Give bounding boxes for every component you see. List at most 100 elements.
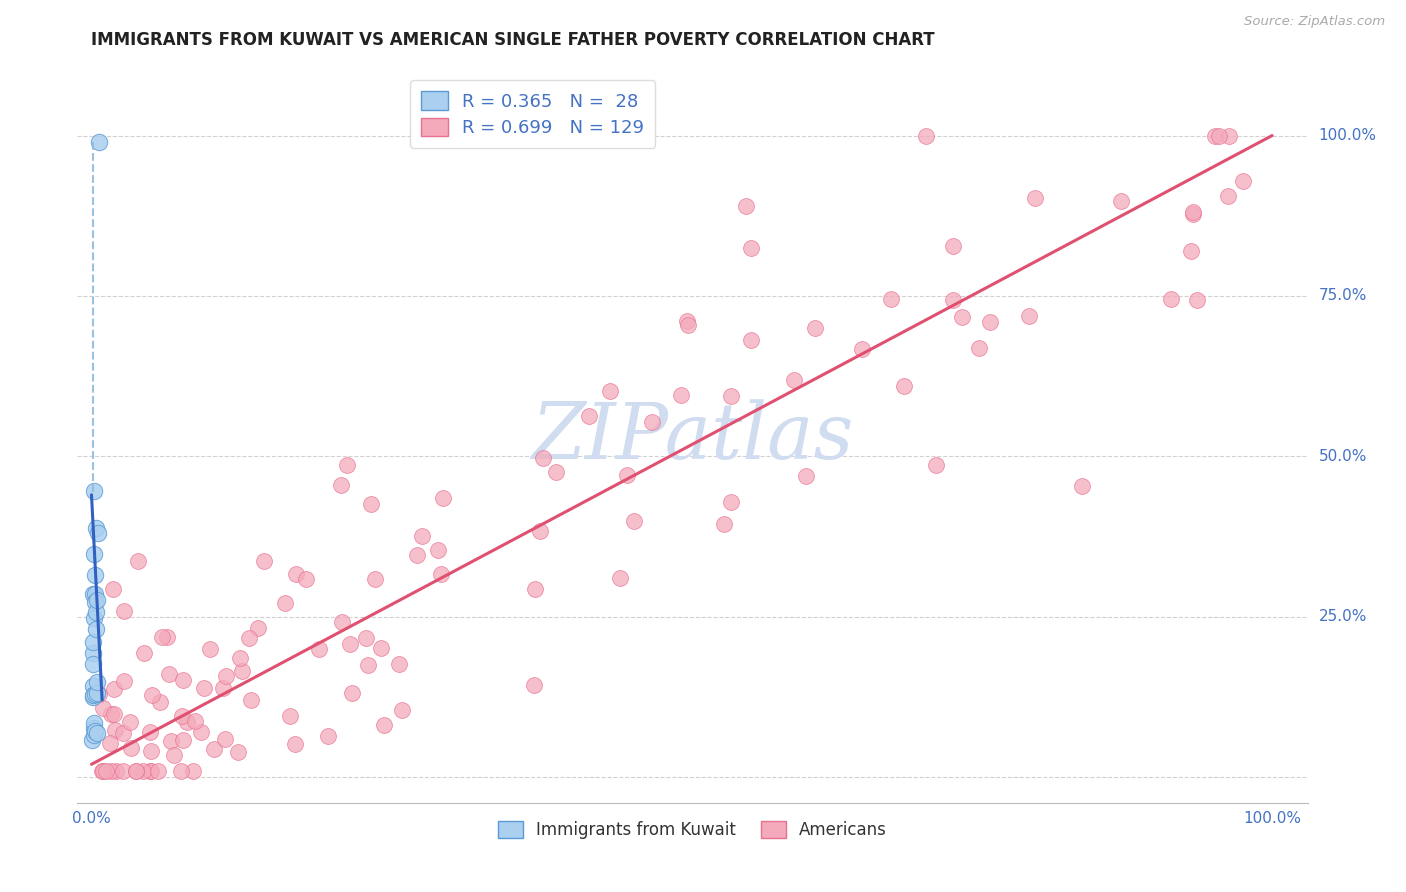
Point: [103, 682, 125, 697]
Point: [246, 621, 269, 635]
Point: [804, 321, 827, 335]
Point: [86, 593, 108, 607]
Point: [1185, 293, 1208, 307]
Point: [105, 764, 128, 778]
Point: [84, 595, 107, 609]
Point: [150, 630, 173, 644]
Point: [783, 373, 806, 387]
Point: [278, 709, 301, 723]
Point: [163, 747, 186, 762]
Point: [274, 596, 297, 610]
Point: [84, 622, 107, 636]
Point: [1024, 191, 1046, 205]
Point: [157, 667, 180, 681]
Point: [214, 732, 236, 747]
Point: [609, 571, 631, 585]
Point: [360, 498, 382, 512]
Point: [83, 610, 105, 624]
Legend: Immigrants from Kuwait, Americans: Immigrants from Kuwait, Americans: [491, 814, 894, 846]
Point: [284, 737, 307, 751]
Point: [112, 764, 135, 778]
Point: [146, 764, 169, 778]
Point: [329, 478, 352, 492]
Point: [669, 388, 692, 402]
Text: 75.0%: 75.0%: [1319, 288, 1367, 303]
Point: [524, 582, 547, 596]
Point: [82, 646, 104, 660]
Point: [86, 674, 108, 689]
Point: [388, 657, 411, 671]
Point: [83, 716, 105, 731]
Point: [529, 524, 551, 538]
Point: [82, 657, 104, 671]
Y-axis label: Single Father Poverty: Single Father Poverty: [0, 356, 7, 518]
Point: [342, 686, 364, 700]
Point: [1208, 128, 1230, 143]
Point: [426, 543, 449, 558]
Point: [91, 764, 114, 778]
Point: [86, 686, 108, 700]
Point: [1109, 194, 1132, 208]
Point: [193, 681, 215, 695]
Point: [411, 529, 433, 543]
Point: [82, 690, 104, 704]
Point: [120, 741, 142, 756]
Point: [914, 128, 936, 143]
Point: [226, 745, 249, 759]
Point: [713, 516, 735, 531]
Point: [141, 744, 163, 758]
Point: [84, 687, 107, 701]
Point: [616, 467, 638, 482]
Text: IMMIGRANTS FROM KUWAIT VS AMERICAN SINGLE FATHER POVERTY CORRELATION CHART: IMMIGRANTS FROM KUWAIT VS AMERICAN SINGL…: [91, 31, 935, 49]
Point: [578, 409, 600, 424]
Point: [1070, 479, 1092, 493]
Point: [391, 703, 413, 717]
Point: [83, 547, 105, 561]
Point: [676, 318, 699, 332]
Point: [172, 732, 194, 747]
Point: [1232, 174, 1254, 188]
Point: [103, 706, 125, 721]
Point: [284, 567, 307, 582]
Point: [240, 692, 263, 706]
Point: [176, 715, 198, 730]
Text: 25.0%: 25.0%: [1319, 609, 1367, 624]
Point: [432, 491, 454, 505]
Point: [132, 764, 155, 778]
Point: [82, 688, 104, 702]
Point: [83, 484, 105, 499]
Point: [623, 514, 645, 528]
Point: [82, 635, 104, 649]
Point: [357, 657, 380, 672]
Point: [373, 718, 395, 732]
Point: [925, 458, 948, 472]
Point: [893, 379, 915, 393]
Point: [82, 587, 104, 601]
Point: [94, 764, 117, 778]
Point: [253, 553, 276, 567]
Point: [212, 681, 235, 695]
Point: [231, 664, 253, 678]
Text: Source: ZipAtlas.com: Source: ZipAtlas.com: [1244, 15, 1385, 29]
Point: [880, 292, 903, 306]
Point: [740, 241, 762, 255]
Point: [83, 721, 105, 735]
Point: [132, 646, 155, 660]
Point: [112, 674, 135, 689]
Point: [430, 567, 453, 582]
Point: [1204, 128, 1226, 143]
Point: [139, 764, 162, 778]
Point: [141, 688, 163, 702]
Point: [1160, 293, 1182, 307]
Point: [118, 715, 141, 730]
Point: [82, 733, 104, 747]
Point: [363, 573, 385, 587]
Point: [316, 729, 339, 743]
Point: [139, 725, 162, 739]
Point: [641, 415, 664, 429]
Point: [112, 604, 135, 618]
Point: [522, 678, 544, 692]
Text: 50.0%: 50.0%: [1319, 449, 1367, 464]
Point: [1181, 207, 1204, 221]
Point: [295, 573, 318, 587]
